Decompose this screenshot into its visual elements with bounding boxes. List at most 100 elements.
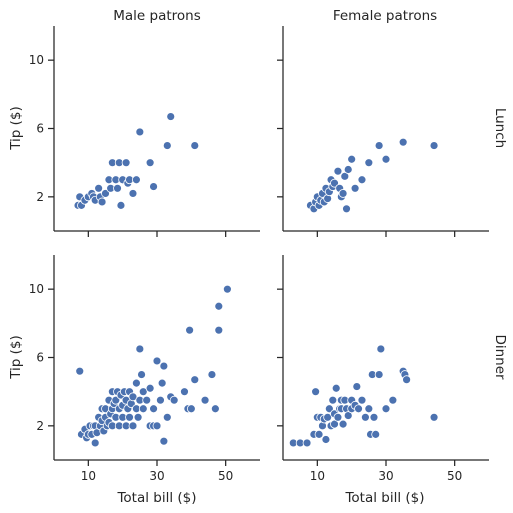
scatter-point <box>214 301 224 311</box>
scatter-point <box>321 435 331 444</box>
y-tick-label: 2 <box>36 190 44 204</box>
scatter-point <box>135 344 145 354</box>
scatter-point <box>116 200 126 210</box>
scatter-point <box>402 375 412 385</box>
scatter-point <box>111 395 121 405</box>
scatter-point <box>97 197 107 207</box>
x-axis-label-left: Total bill ($) <box>116 490 196 506</box>
col-title-male: Male patrons <box>113 8 201 24</box>
scatter-point <box>340 171 350 181</box>
scatter-point <box>125 412 134 422</box>
scatter-point <box>145 383 155 393</box>
panel-dinner-female: 10 30 50 <box>277 255 489 483</box>
y-tick-label: 10 <box>29 282 44 296</box>
scatter-point <box>374 370 384 379</box>
scatter-point <box>388 395 398 405</box>
scatter-point <box>398 137 408 147</box>
scatter-point <box>357 395 367 405</box>
y-tick-label: 6 <box>36 351 44 365</box>
x-tick-label: 50 <box>218 469 233 483</box>
scatter-point <box>157 378 167 388</box>
scatter-point <box>138 387 148 397</box>
scatter-point <box>364 158 374 168</box>
scatter-point <box>331 383 341 393</box>
scatter-point <box>159 361 169 371</box>
scatter-point <box>131 175 141 185</box>
scatter-point <box>333 166 343 176</box>
scatter-point <box>128 189 138 198</box>
scatter-point <box>101 189 110 198</box>
scatter-point <box>207 370 217 379</box>
panel-dinner-male: 2 6 10 10 30 50 <box>29 255 260 483</box>
scatter-point <box>133 412 143 422</box>
scatter-point <box>75 366 85 376</box>
scatter-point <box>381 404 391 414</box>
scatter-point <box>214 325 224 335</box>
scatter-point <box>429 141 439 150</box>
scatter-point <box>210 404 220 414</box>
row-title-dinner: Dinner <box>492 334 508 380</box>
y-tick-label: 10 <box>29 53 44 67</box>
scatter-point <box>328 395 338 405</box>
scatter-point <box>302 438 312 448</box>
scatter-point <box>156 395 165 405</box>
scatter-point <box>149 404 158 414</box>
scatter-point <box>338 189 348 198</box>
scatter-point <box>121 158 131 168</box>
scatter-point <box>138 404 148 414</box>
scatter-point <box>159 436 169 446</box>
scatter-point <box>338 419 348 429</box>
scatter-point <box>324 404 334 414</box>
scatter-point <box>90 438 100 448</box>
scatter-point <box>330 178 339 188</box>
x-tick-label: 30 <box>149 469 164 483</box>
scatter-point <box>142 395 152 405</box>
scatter-point <box>152 421 162 431</box>
y-tick-label: 2 <box>36 419 44 433</box>
scatter-point <box>429 412 439 422</box>
scatter-point <box>128 392 138 402</box>
scatter-point <box>374 141 384 150</box>
scatter-point <box>94 183 104 193</box>
x-tick-label: 10 <box>81 469 96 483</box>
scatter-point <box>333 412 343 422</box>
scatter-point <box>200 395 210 405</box>
scatter-point <box>360 412 370 422</box>
scatter-point <box>190 375 200 385</box>
scatter-point <box>343 165 353 174</box>
scatter-point <box>350 183 360 193</box>
panel-lunch-female <box>277 26 489 237</box>
scatter-point <box>357 175 367 185</box>
scatter-point <box>185 325 195 335</box>
x-axis-label-right: Total bill ($) <box>344 490 424 506</box>
scatter-point <box>190 141 200 150</box>
scatter-point <box>145 158 155 168</box>
scatter-point <box>347 154 357 164</box>
scatter-point <box>152 356 162 366</box>
scatter-point <box>186 404 196 414</box>
scatter-point <box>180 387 189 397</box>
scatter-point <box>162 412 172 422</box>
scatter-point <box>323 412 333 422</box>
scatter-point <box>113 183 122 193</box>
scatter-point <box>149 182 158 191</box>
y-axis-label-bottom: Tip ($) <box>8 335 24 380</box>
scatter-point <box>137 370 146 379</box>
col-title-female: Female patrons <box>333 8 437 24</box>
facet-grid: 2 6 10 2 6 10 10 30 50 10 30 50 <box>29 26 489 483</box>
scatter-point <box>354 404 363 414</box>
x-tick-label: 10 <box>310 469 325 483</box>
x-tick-label: 50 <box>447 469 462 483</box>
scatter-point <box>342 204 351 214</box>
scatter-point <box>131 378 141 388</box>
scatter-point <box>376 344 386 354</box>
scatter-point <box>381 154 391 164</box>
panel-lunch-male: 2 6 10 <box>29 26 260 237</box>
scatter-point <box>222 284 232 294</box>
scatter-point <box>162 141 172 150</box>
y-tick-label: 6 <box>36 122 44 136</box>
row-title-lunch: Lunch <box>492 108 508 148</box>
scatter-point <box>314 429 324 439</box>
scatter-point <box>169 395 179 405</box>
